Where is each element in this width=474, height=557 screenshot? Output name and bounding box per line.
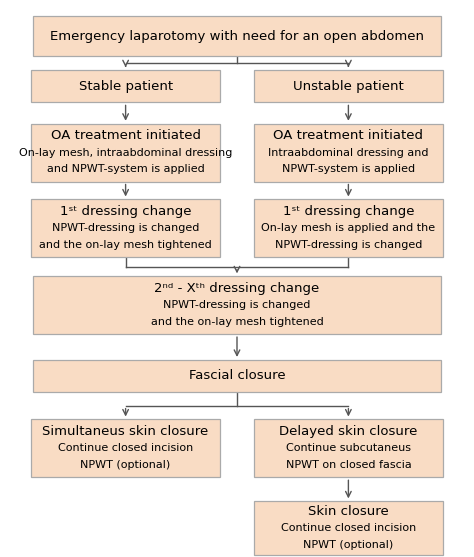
Text: Intraabdominal dressing and: Intraabdominal dressing and [268, 148, 428, 158]
Text: 2ⁿᵈ - Xᵗʰ dressing change: 2ⁿᵈ - Xᵗʰ dressing change [155, 282, 319, 295]
Text: 1ˢᵗ dressing change: 1ˢᵗ dressing change [283, 205, 414, 218]
Text: NPWT-dressing is changed: NPWT-dressing is changed [52, 223, 199, 233]
Text: Delayed skin closure: Delayed skin closure [279, 425, 418, 438]
Text: OA treatment initiated: OA treatment initiated [51, 129, 201, 143]
FancyBboxPatch shape [31, 419, 220, 477]
Text: Emergency laparotomy with need for an open abdomen: Emergency laparotomy with need for an op… [50, 30, 424, 43]
FancyBboxPatch shape [254, 70, 443, 102]
FancyBboxPatch shape [33, 360, 441, 392]
Text: Fascial closure: Fascial closure [189, 369, 285, 383]
Text: NPWT on closed fascia: NPWT on closed fascia [285, 460, 411, 470]
Text: NPWT (optional): NPWT (optional) [81, 460, 171, 470]
FancyBboxPatch shape [31, 199, 220, 257]
Text: and the on-lay mesh tightened: and the on-lay mesh tightened [151, 317, 323, 327]
FancyBboxPatch shape [254, 501, 443, 555]
Text: NPWT-dressing is changed: NPWT-dressing is changed [164, 300, 310, 310]
Text: and NPWT-system is applied: and NPWT-system is applied [47, 164, 204, 174]
Text: Simultaneus skin closure: Simultaneus skin closure [43, 425, 209, 438]
Text: Stable patient: Stable patient [79, 80, 173, 93]
Text: On-lay mesh, intraabdominal dressing: On-lay mesh, intraabdominal dressing [19, 148, 232, 158]
Text: Continue subcutaneus: Continue subcutaneus [286, 443, 411, 453]
FancyBboxPatch shape [254, 419, 443, 477]
FancyBboxPatch shape [31, 70, 220, 102]
Text: 1ˢᵗ dressing change: 1ˢᵗ dressing change [60, 205, 191, 218]
FancyBboxPatch shape [254, 124, 443, 182]
Text: On-lay mesh is applied and the: On-lay mesh is applied and the [261, 223, 436, 233]
FancyBboxPatch shape [33, 16, 441, 56]
Text: and the on-lay mesh tightened: and the on-lay mesh tightened [39, 240, 212, 250]
FancyBboxPatch shape [33, 276, 441, 334]
Text: Unstable patient: Unstable patient [293, 80, 404, 93]
Text: NPWT-dressing is changed: NPWT-dressing is changed [275, 240, 422, 250]
FancyBboxPatch shape [31, 124, 220, 182]
Text: OA treatment initiated: OA treatment initiated [273, 129, 423, 143]
FancyBboxPatch shape [254, 199, 443, 257]
Text: Continue closed incision: Continue closed incision [281, 523, 416, 533]
Text: NPWT-system is applied: NPWT-system is applied [282, 164, 415, 174]
Text: Continue closed incision: Continue closed incision [58, 443, 193, 453]
Text: NPWT (optional): NPWT (optional) [303, 540, 393, 550]
Text: Skin closure: Skin closure [308, 505, 389, 518]
